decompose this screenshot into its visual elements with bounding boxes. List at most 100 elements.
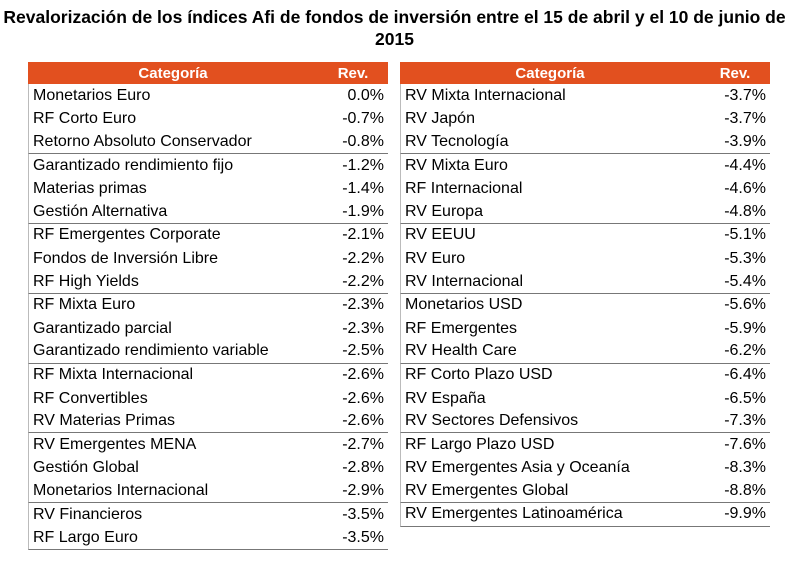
table-row: RV Financieros -3.5%: [28, 503, 388, 527]
category-cell: Gestión Alternativa: [33, 202, 168, 220]
value-cell: -2.9%: [342, 482, 384, 500]
category-cell: RV EEUU: [405, 226, 476, 244]
value-cell: -8.8%: [724, 482, 766, 500]
category-cell: RV Europa: [405, 202, 483, 220]
value-cell: 0.0%: [347, 86, 384, 104]
value-cell: -2.5%: [342, 342, 384, 360]
table-row: Gestión Alternativa -1.9%: [28, 200, 388, 224]
value-cell: -5.1%: [724, 226, 766, 244]
table-row: RV España -6.5%: [400, 386, 770, 411]
category-cell: RF High Yields: [33, 272, 139, 290]
value-cell: -2.3%: [342, 319, 384, 337]
category-cell: RF Internacional: [405, 179, 523, 197]
table-left: Categoría Rev. Monetarios Euro 0.0% RF Corto…: [28, 62, 388, 550]
category-cell: RV Internacional: [405, 272, 523, 290]
table-row: RF Internacional -4.6%: [400, 177, 770, 201]
category-cell: Retorno Absoluto Conservador: [33, 132, 252, 150]
category-cell: RV Sectores Defensivos: [405, 412, 579, 430]
value-cell: -3.7%: [724, 109, 766, 127]
table-row: Materias primas -1.4%: [28, 177, 388, 201]
table-row: RF Corto Euro -0.7%: [28, 107, 388, 131]
value-cell: -5.6%: [724, 296, 766, 314]
table-row: Monetarios USD -5.6%: [400, 293, 770, 317]
value-cell: -1.4%: [342, 179, 384, 197]
table-row: RV Materias Primas -2.6%: [28, 410, 388, 434]
table-row: RV Japón -3.7%: [400, 107, 770, 131]
value-cell: -2.7%: [342, 436, 384, 454]
value-cell: -5.3%: [724, 249, 766, 267]
category-cell: Monetarios Internacional: [33, 482, 209, 500]
table-header: Categoría Rev.: [400, 62, 770, 84]
category-cell: RV Japón: [405, 109, 475, 127]
table-row: RF Mixta Euro -2.3%: [28, 293, 388, 317]
table-row: RF Largo Euro -3.5%: [28, 526, 388, 550]
category-cell: Materias primas: [33, 179, 147, 197]
table-header: Categoría Rev.: [28, 62, 388, 84]
value-cell: -0.8%: [342, 132, 384, 150]
category-cell: RV Health Care: [405, 342, 517, 360]
table-row: Fondos de Inversión Libre -2.2%: [28, 247, 388, 271]
value-cell: -4.8%: [724, 202, 766, 220]
value-cell: -3.5%: [342, 528, 384, 546]
category-cell: RF Largo Euro: [33, 528, 138, 546]
header-cell: Categoría: [138, 64, 208, 82]
value-cell: -3.5%: [342, 505, 384, 523]
value-cell: -2.6%: [342, 412, 384, 430]
table-row: RF Mixta Internacional -2.6%: [28, 363, 388, 387]
category-cell: RV Financieros: [33, 505, 143, 523]
value-cell: -4.6%: [724, 179, 766, 197]
value-cell: -5.4%: [724, 272, 766, 290]
table-row: RV Emergentes Asia y Oceanía -8.3%: [400, 456, 770, 481]
category-cell: RV España: [405, 389, 486, 407]
value-cell: -2.6%: [342, 366, 384, 384]
category-cell: Gestión Global: [33, 459, 139, 477]
value-cell: -4.4%: [724, 156, 766, 174]
table-row: RV Emergentes Global -8.8%: [400, 480, 770, 504]
category-cell: RV Emergentes Asia y Oceanía: [405, 459, 630, 477]
category-cell: Monetarios Euro: [33, 86, 151, 104]
category-cell: RV Materias Primas: [33, 412, 175, 430]
header-cell: Categoría: [515, 64, 585, 82]
category-cell: Garantizado parcial: [33, 319, 172, 337]
value-cell: -6.2%: [724, 342, 766, 360]
category-cell: RF Mixta Euro: [33, 296, 136, 314]
value-cell: -1.9%: [342, 202, 384, 220]
category-cell: RV Euro: [405, 249, 466, 267]
header-cell: Rev.: [719, 64, 751, 82]
value-cell: -2.8%: [342, 459, 384, 477]
table-row: RF Emergentes -5.9%: [400, 316, 770, 341]
value-cell: -2.2%: [342, 272, 384, 290]
category-cell: RV Mixta Internacional: [405, 86, 566, 104]
table-row: RV EEUU -5.1%: [400, 223, 770, 248]
table-row: Monetarios Internacional -2.9%: [28, 480, 388, 504]
title: Revalorización de los índices Afi de fon…: [3, 7, 786, 49]
table-row: RV Euro -5.3%: [400, 247, 770, 271]
category-cell: Garantizado rendimiento fijo: [33, 156, 234, 174]
table-row: RF High Yields -2.2%: [28, 270, 388, 294]
value-cell: -3.7%: [724, 86, 766, 104]
value-cell: -2.1%: [342, 226, 384, 244]
category-cell: RV Mixta Euro: [405, 156, 508, 174]
table-row: RV Mixta Internacional -3.7%: [400, 84, 770, 108]
table-row: RV Tecnología -3.9%: [400, 130, 770, 154]
category-cell: RF Emergentes: [405, 319, 518, 337]
value-cell: -6.4%: [724, 366, 766, 384]
value-cell: -1.2%: [342, 156, 384, 174]
table-row: RF Emergentes Corporate -2.1%: [28, 223, 388, 248]
table-row: Garantizado rendimiento variable -2.5%: [28, 340, 388, 364]
table-row: RF Corto Plazo USD -6.4%: [400, 363, 770, 387]
category-cell: RV Emergentes MENA: [33, 436, 197, 454]
category-cell: RF Mixta Internacional: [33, 366, 194, 384]
category-cell: RF Convertibles: [33, 389, 148, 407]
value-cell: -9.9%: [724, 505, 766, 523]
value-cell: -5.9%: [724, 319, 766, 337]
category-cell: RF Corto Euro: [33, 109, 137, 127]
value-cell: -8.3%: [724, 459, 766, 477]
value-cell: -2.2%: [342, 249, 384, 267]
value-cell: -2.6%: [342, 389, 384, 407]
value-cell: -6.5%: [724, 389, 766, 407]
table-row: RV Internacional -5.4%: [400, 270, 770, 294]
category-cell: Garantizado rendimiento variable: [33, 342, 269, 360]
category-cell: Monetarios USD: [405, 296, 523, 314]
table-row: RV Emergentes Latinoamérica -9.9%: [400, 503, 770, 527]
